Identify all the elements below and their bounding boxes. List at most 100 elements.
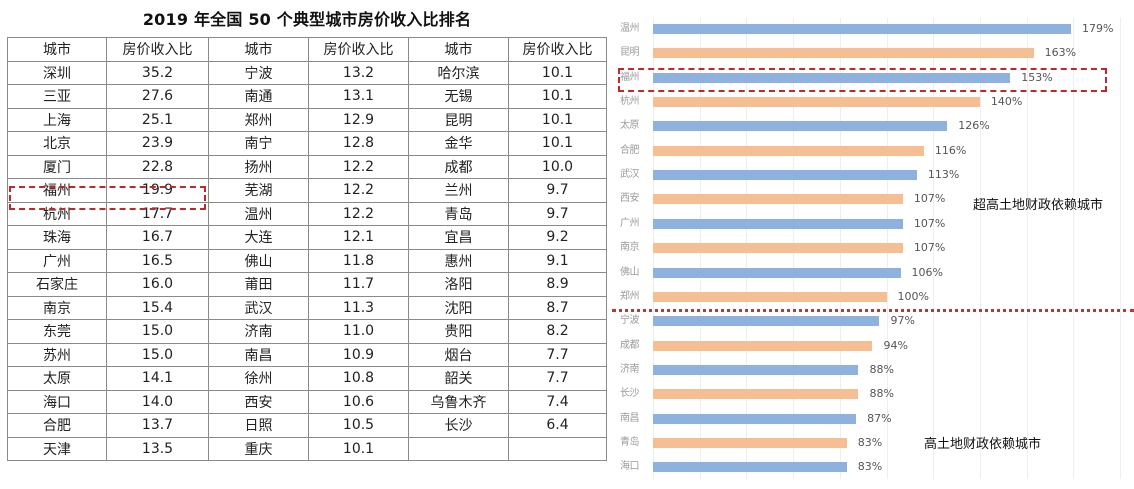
- header-city-3: 城市: [408, 37, 509, 62]
- value-label: 116%: [934, 143, 967, 157]
- ratio-cell: 22.8: [106, 154, 209, 179]
- ratio-cell: 10.1: [308, 436, 409, 461]
- bar-row: 青岛 83%: [612, 436, 1134, 449]
- category-label: 成都: [620, 339, 640, 351]
- city-cell: 三亚: [7, 84, 107, 109]
- value-label: 107%: [913, 216, 946, 230]
- gridline: [1073, 18, 1075, 479]
- ratio-cell: 7.7: [508, 342, 607, 367]
- city-cell: 天津: [7, 436, 107, 461]
- city-cell: 徐州: [208, 366, 309, 391]
- value-label: 153%: [1021, 70, 1053, 84]
- city-cell: 南通: [208, 84, 309, 109]
- category-label: 广州: [620, 217, 640, 229]
- city-cell: 芜湖: [208, 178, 309, 203]
- ratio-cell: 11.7: [308, 272, 409, 297]
- ratio-cell: 10.1: [508, 84, 607, 109]
- city-cell: 温州: [208, 201, 309, 226]
- city-cell: 青岛: [408, 201, 509, 226]
- city-cell: 上海: [7, 107, 107, 132]
- category-label: 西安: [620, 193, 640, 205]
- table-row: 海口 14.0 西安 10.6 乌鲁木齐 7.4: [7, 389, 607, 414]
- bar-row: 昆明 163%: [612, 47, 1134, 59]
- table-row: 珠海 16.7 大连 12.1 宜昌 9.2: [7, 225, 607, 250]
- category-label: 青岛: [620, 436, 640, 448]
- bar-row: 太原 126%: [612, 120, 1134, 132]
- city-cell: 深圳: [7, 60, 107, 85]
- bar-row: 成都 94%: [612, 339, 1134, 352]
- bar-row: 西安 107%: [612, 193, 1134, 205]
- fuzhou-highlight-box: [9, 186, 206, 210]
- city-cell: 重庆: [208, 436, 309, 461]
- ratio-cell: 8.7: [508, 295, 607, 320]
- gridline: [1026, 18, 1028, 479]
- category-label: 南昌: [620, 412, 640, 424]
- header-city-1: 城市: [7, 37, 107, 62]
- ratio-cell: 10.1: [508, 107, 607, 132]
- ratio-cell: 16.0: [106, 272, 209, 297]
- city-cell: 南京: [7, 295, 107, 320]
- land-finance-bar-chart: 温州 179% 昆明 163% 福州 153% 杭州 140% 太原 126% 合肥 116% 武汉 11…: [612, 10, 1134, 489]
- city-cell: 昆明: [408, 107, 509, 132]
- table-row: 北京 23.9 南宁 12.8 金华 10.1: [7, 131, 607, 156]
- ratio-cell: 10.0: [508, 154, 607, 179]
- ratio-cell: 13.5: [106, 436, 209, 461]
- value-label: 88%: [869, 362, 894, 376]
- ratio-cell: 7.7: [508, 366, 607, 391]
- bar-row: 武汉 113%: [612, 169, 1134, 181]
- bar: [653, 170, 917, 181]
- ratio-cell: 10.8: [308, 366, 409, 391]
- city-cell: 大连: [208, 225, 309, 250]
- ratio-cell: 15.0: [106, 342, 209, 367]
- fuzhou-bar-highlight-box: [618, 68, 1107, 92]
- table-row: 石家庄 16.0 莆田 11.7 洛阳 8.9: [7, 272, 607, 297]
- city-cell: 北京: [7, 131, 107, 156]
- table-header-row: 城市 房价收入比 城市 房价收入比 城市 房价收入比: [7, 37, 607, 62]
- table-row: 南京 15.4 武汉 11.3 沈阳 8.7: [7, 295, 607, 320]
- bar-row: 杭州 140%: [612, 96, 1134, 108]
- ratio-cell: 25.1: [106, 107, 209, 132]
- category-label: 海口: [620, 461, 640, 473]
- ratio-cell: 8.9: [508, 272, 607, 297]
- header-ratio-2: 房价收入比: [308, 37, 409, 62]
- category-label: 杭州: [620, 96, 640, 108]
- category-label: 佛山: [620, 266, 640, 278]
- bar: [653, 145, 924, 156]
- gridline: [979, 18, 981, 479]
- city-cell: 杭州: [7, 201, 107, 226]
- city-cell: 宜昌: [408, 225, 509, 250]
- city-cell: 莆田: [208, 272, 309, 297]
- city-cell: 惠州: [408, 248, 509, 273]
- ratio-cell: 15.4: [106, 295, 209, 320]
- ranking-table: 城市 房价收入比 城市 房价收入比 城市 房价收入比 深圳 35.2 宁波 13.2 哈…: [7, 37, 607, 461]
- ratio-cell: 12.9: [308, 107, 409, 132]
- city-cell: 乌鲁木齐: [408, 389, 509, 414]
- city-cell: 韶关: [408, 366, 509, 391]
- city-cell: 洛阳: [408, 272, 509, 297]
- table-row: 深圳 35.2 宁波 13.2 哈尔滨 10.1: [7, 60, 607, 85]
- ratio-cell: 12.2: [308, 154, 409, 179]
- ratio-cell: [508, 436, 607, 461]
- city-cell: 成都: [408, 154, 509, 179]
- category-label: 宁波: [620, 315, 640, 327]
- bar: [653, 194, 903, 205]
- ratio-cell: 10.5: [308, 413, 409, 438]
- city-cell: 无锡: [408, 84, 509, 109]
- ratio-cell: 9.7: [508, 201, 607, 226]
- bar: [653, 72, 1011, 83]
- table-row: 太原 14.1 徐州 10.8 韶关 7.7: [7, 366, 607, 391]
- city-cell: 佛山: [208, 248, 309, 273]
- category-label: 济南: [620, 363, 640, 375]
- ratio-cell: 15.0: [106, 319, 209, 344]
- bar-row: 福州 153%: [612, 70, 1134, 84]
- value-label: 113%: [927, 168, 960, 182]
- ratio-cell: 13.2: [308, 60, 409, 85]
- ratio-cell: 10.6: [308, 389, 409, 414]
- value-label: 140%: [990, 95, 1023, 109]
- ratio-cell: 12.2: [308, 201, 409, 226]
- ratio-cell: 35.2: [106, 60, 209, 85]
- city-cell: 东莞: [7, 319, 107, 344]
- bar-row: 合肥 116%: [612, 143, 1134, 157]
- ratio-cell: 9.1: [508, 248, 607, 273]
- city-cell: 厦门: [7, 154, 107, 179]
